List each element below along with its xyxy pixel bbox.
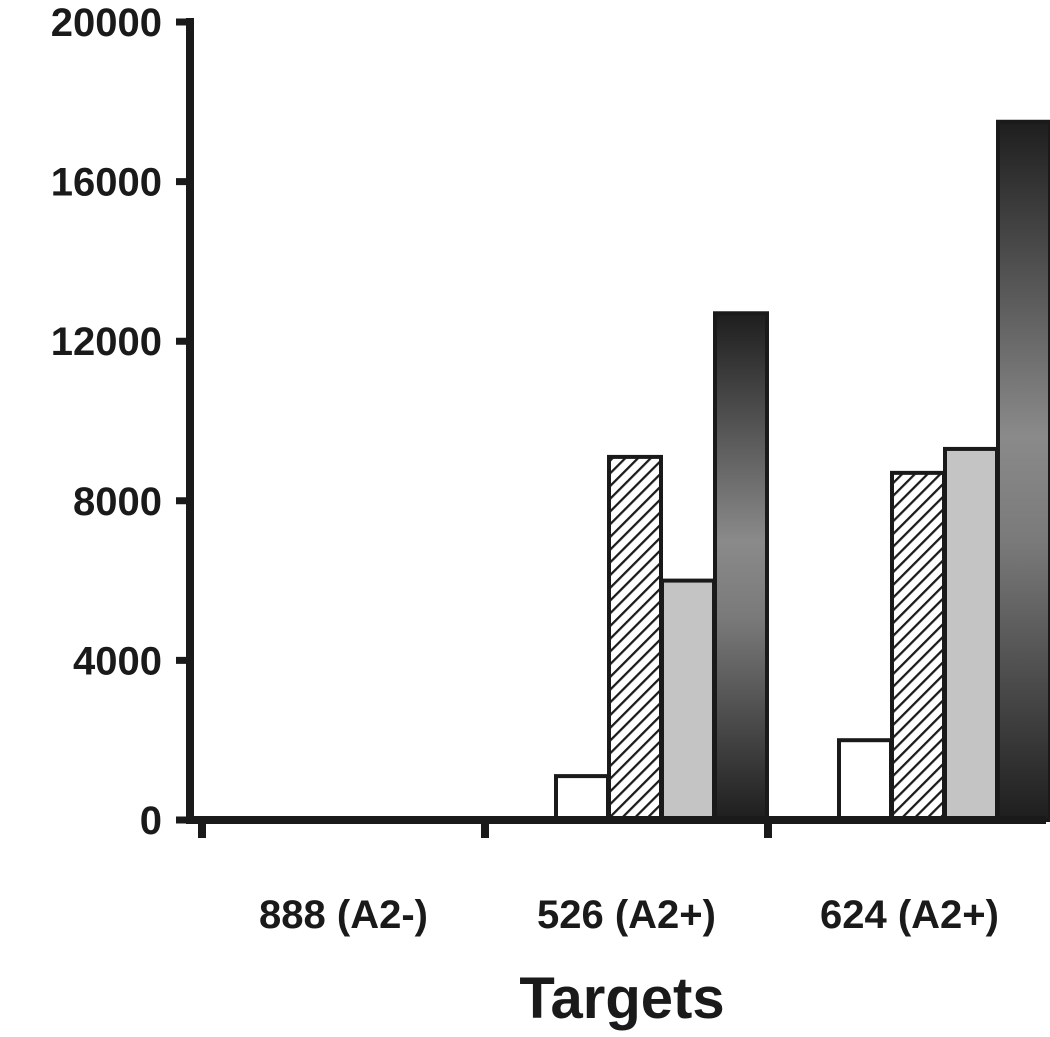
y-tick-label: 0 bbox=[140, 799, 162, 843]
bars-group bbox=[554, 119, 1050, 823]
y-tick-label: 20000 bbox=[51, 1, 162, 45]
y-tick-label: 8000 bbox=[73, 480, 162, 524]
y-tick-label: 16000 bbox=[51, 161, 162, 205]
x-category-label: 526 (A2+) bbox=[537, 893, 716, 937]
x-category-label: 624 (A2+) bbox=[820, 893, 999, 937]
bar-624-a2--series-3 bbox=[943, 446, 999, 822]
labels-group: 0 4000 8000 12000 16000 20000 888 (A2-) 526 (A2… bbox=[51, 1, 999, 1031]
y-tick-label: 12000 bbox=[51, 320, 162, 364]
bar-624-a2--series-4 bbox=[996, 119, 1050, 822]
bar-624-a2--series-1 bbox=[837, 738, 893, 823]
bar-526-a2--series-2 bbox=[607, 454, 663, 822]
x-axis-title: Targets bbox=[519, 966, 724, 1031]
y-tick-label: 4000 bbox=[73, 639, 162, 683]
axes-group bbox=[176, 18, 1046, 838]
bar-526-a2--series-1 bbox=[554, 774, 610, 822]
bar-526-a2--series-4 bbox=[713, 311, 769, 822]
bar-624-a2--series-2 bbox=[890, 470, 946, 822]
x-category-label: 888 (A2-) bbox=[259, 893, 428, 937]
bar-526-a2--series-3 bbox=[660, 578, 716, 822]
